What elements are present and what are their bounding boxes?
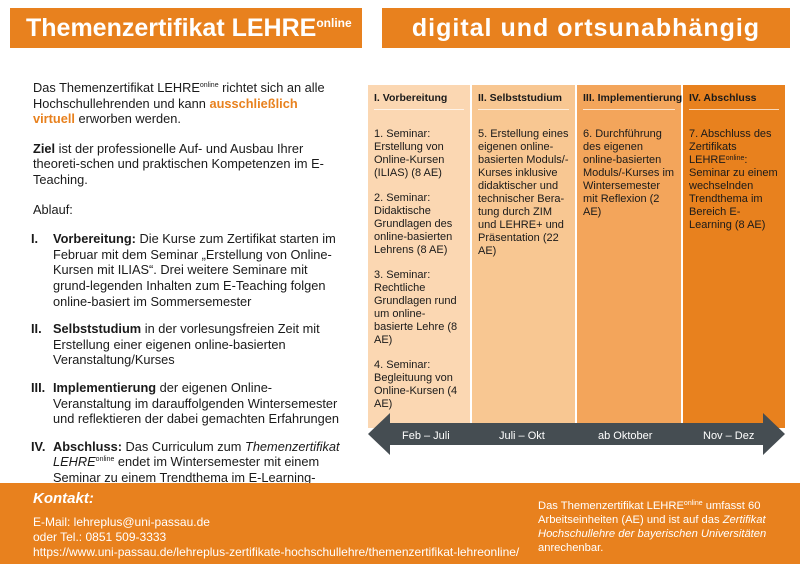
list-item: II. Selbststudium in der vorlesungsfreien… — [31, 321, 343, 368]
timeline-arrow: Feb – Juli Juli – Okt ab Oktober Nov – D… — [368, 413, 785, 455]
phase-item: 5. Erstellung eines eigenen online-basie… — [478, 128, 569, 257]
goal-label: Ziel — [33, 140, 56, 156]
step-number: II. — [31, 321, 42, 337]
contact-url[interactable]: https://www.uni-passau.de/lehreplus-zert… — [33, 545, 520, 559]
step-title: Vorbereitung: — [53, 231, 136, 247]
phase-item: 2. Seminar: Didaktische Grundlagen des o… — [374, 192, 453, 256]
step-superscript: online — [95, 456, 115, 464]
phase-column-completion: IV. Abschluss 7. Abschluss des Zertifika… — [683, 85, 785, 428]
phase-heading: I. Vorbereitung — [374, 92, 464, 110]
note-text: anrechenbar. — [538, 542, 604, 554]
step-title: Abschluss: — [53, 438, 122, 454]
timeline-label: Feb – Juli — [402, 430, 450, 442]
intro-column: Das Themenzertifikat LEHREonline richtet… — [31, 80, 343, 513]
phase-item: 7. Abschluss des Zertifikats LEHREonline… — [689, 128, 779, 232]
intro-text: Das Themenzertifikat LEHRE — [33, 80, 200, 95]
intro-text: richtet sich an alle Hochschullehrenden … — [33, 80, 325, 111]
phase-heading: II. Selbststudium — [478, 92, 569, 110]
note-text: Das Themenzertifikat LEHRE — [538, 500, 684, 512]
page-title: Themenzertifikat LEHREonline — [10, 8, 362, 48]
note-text: umfasst 60 Arbeitseinheiten (AE) und ist… — [538, 500, 761, 526]
double-arrow-icon — [368, 413, 785, 455]
step-text: Das Curriculum zum — [121, 438, 245, 454]
phase-item-superscript: online — [725, 155, 745, 162]
phase-heading: III. Implementierung — [583, 92, 682, 110]
step-title: Implementierung — [53, 379, 157, 395]
intro-superscript: online — [199, 82, 219, 89]
phase-item: 1. Seminar: Erstellung von Online-Kursen… — [374, 128, 445, 179]
footer-note: Das Themenzertifikat LEHREonline umfasst… — [538, 499, 788, 555]
list-item: I. Vorbereitung: Die Kurse zum Zertifikat… — [31, 231, 343, 309]
goal-text: ist der professionelle Auf- und Ausbau I… — [33, 140, 324, 187]
phase-column-preparation: I. Vorbereitung 1. Seminar: Erstellung v… — [368, 85, 470, 428]
procedure-label: Ablauf: — [33, 201, 73, 217]
contact-details: E-Mail: lehreplus@uni-passau.de oder Tel… — [33, 515, 519, 560]
contact-phone: oder Tel.: 0851 509-3333 — [33, 530, 167, 544]
step-text: in der vorlesungsfreien Zeit mit Erstell… — [53, 321, 320, 368]
title-text: Themenzertifikat LEHRE — [26, 14, 317, 42]
contact-title: Kontakt: — [33, 490, 94, 507]
phase-item-text: 7. Abschluss des Zertifikats LEHRE — [689, 128, 772, 166]
intro-accent: ausschließlich virtuell — [33, 95, 298, 127]
contact-email[interactable]: E-Mail: lehreplus@uni-passau.de — [33, 515, 210, 529]
title-superscript: online — [316, 16, 352, 30]
header-banner: Themenzertifikat LEHREonline digital und… — [0, 0, 800, 68]
step-title: Selbststudium — [53, 321, 142, 337]
step-number: III. — [31, 379, 46, 395]
goal-paragraph: Ziel ist der professionelle Auf- und Aus… — [33, 141, 343, 188]
step-text: der eigenen Online-Veranstaltung im dara… — [53, 379, 339, 427]
step-italic: Themenzertifikat LEHRE — [53, 438, 340, 470]
timeline-label: Nov – Dez — [703, 430, 755, 442]
step-number: I. — [31, 231, 39, 247]
phase-item: 6. Durchführung des eigenen online-basie… — [583, 128, 675, 218]
list-item: III. Implementierung der eigenen Online-V… — [31, 379, 343, 427]
step-number: IV. — [31, 438, 46, 454]
phase-heading: IV. Abschluss — [689, 92, 779, 110]
intro-paragraph: Das Themenzertifikat LEHREonline richtet… — [33, 80, 343, 127]
note-italic: Zertifikat Hochschullehre der bayerische… — [538, 514, 767, 540]
footer-banner: Kontakt: E-Mail: lehreplus@uni-passau.de… — [0, 483, 800, 564]
timeline-label: Juli – Okt — [499, 430, 545, 442]
phase-column-implementation: III. Implementierung 6. Durchführung des… — [577, 85, 682, 428]
phase-item-text: : Seminar zu einem wechselnden Trendthem… — [689, 154, 778, 231]
steps-list: I. Vorbereitung: Die Kurse zum Zertifikat… — [31, 231, 343, 501]
phase-item: 3. Seminar: Rechtliche Grundlagen rund u… — [374, 269, 458, 346]
intro-text: erworben werden. — [74, 111, 181, 127]
timeline-label: ab Oktober — [598, 430, 653, 442]
phase-item: 4. Seminar: Begleituung von Online-Kurse… — [374, 359, 458, 410]
note-superscript: online — [683, 500, 703, 507]
page-subtitle: digital und ortsunabhängig — [382, 8, 790, 48]
step-text: Die Kurse zum Zertifikat starten im Febr… — [53, 231, 336, 309]
phase-column-self-study: II. Selbststudium 5. Erstellung eines ei… — [472, 85, 575, 428]
